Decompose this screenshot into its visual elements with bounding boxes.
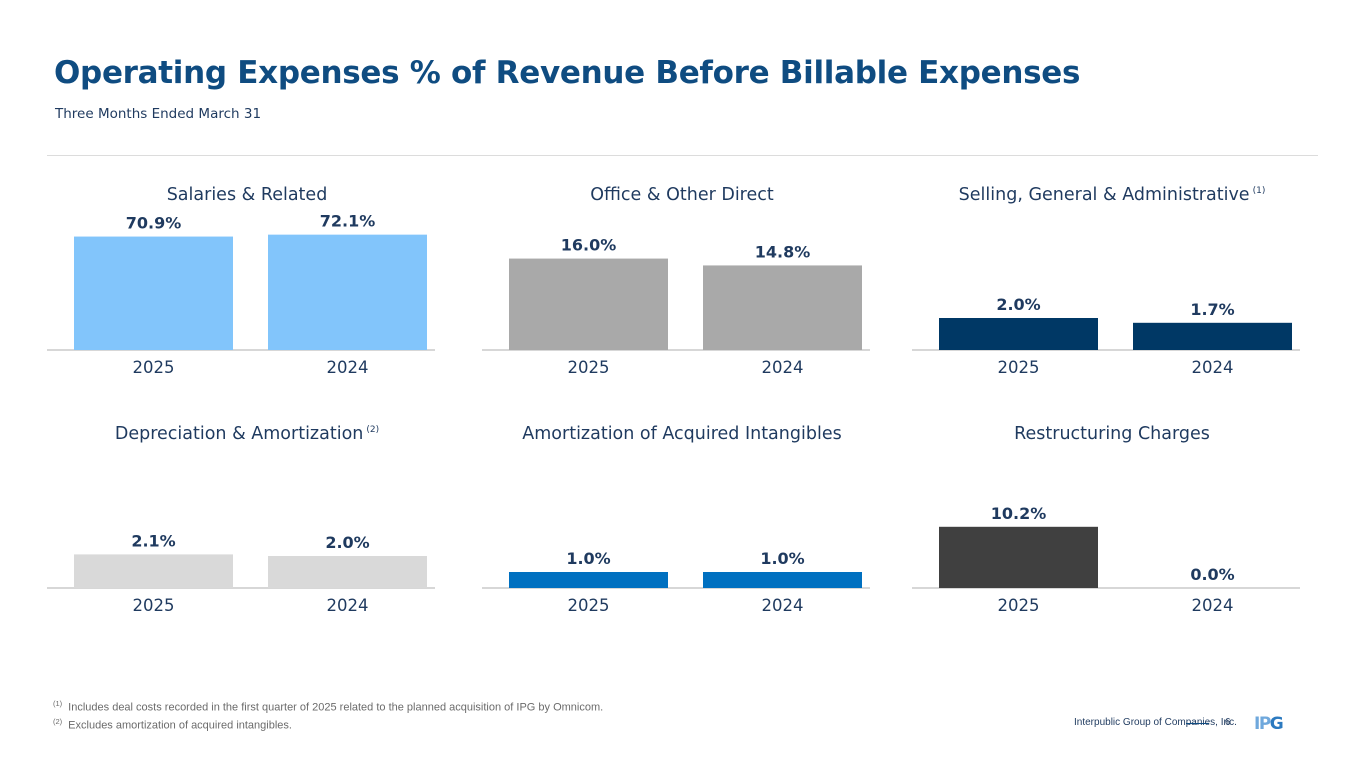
footnote-1: (1) Includes deal costs recorded in the f…	[53, 697, 603, 715]
chart-title-text: Selling, General & Administrative	[958, 185, 1250, 205]
data-label: 72.1%	[320, 212, 376, 231]
chart-amortization-acquired-intangibles: Amortization of Acquired Intangibles 1.0…	[482, 412, 882, 632]
data-label: 16.0%	[561, 236, 617, 255]
x-tick-label: 2025	[568, 358, 610, 377]
bar-chart-svg: 70.9% 2025 72.1% 2024	[47, 212, 435, 377]
chart-title: Amortization of Acquired Intangibles	[482, 424, 882, 444]
footer-separator	[1186, 723, 1209, 724]
bar-chart-svg: 10.2% 2025 0.0% 2024	[912, 504, 1300, 615]
chart-title-text: Salaries & Related	[166, 185, 328, 205]
footnote-ref: (1)	[1252, 186, 1266, 197]
chart-restructuring-charges: Restructuring Charges 10.2% 2025 0.0% 2024	[912, 412, 1312, 632]
data-label: 14.8%	[755, 242, 811, 261]
page-subtitle: Three Months Ended March 31	[55, 106, 262, 122]
ipg-logo: IPG	[1254, 714, 1284, 734]
bar-2025	[939, 526, 1098, 588]
chart-title: Office & Other Direct	[482, 185, 882, 205]
x-tick-label: 2025	[998, 358, 1040, 377]
footnotes: (1) Includes deal costs recorded in the f…	[53, 697, 603, 732]
x-tick-label: 2024	[327, 596, 369, 615]
chart-selling-general-administrative: Selling, General & Administrative (1) 2.0…	[912, 172, 1312, 392]
bar-2024	[703, 572, 862, 588]
data-label: 2.0%	[996, 295, 1040, 314]
footnote-ref: (2)	[366, 425, 380, 436]
x-tick-label: 2025	[133, 596, 175, 615]
header-divider	[47, 155, 1318, 156]
bar-2024	[1133, 322, 1292, 350]
logo-text-b: G	[1269, 714, 1284, 734]
bar-2025	[74, 236, 233, 350]
data-label: 70.9%	[126, 214, 182, 233]
x-tick-label: 2024	[1192, 596, 1234, 615]
chart-title: Selling, General & Administrative (1)	[912, 185, 1312, 205]
bar-2025	[939, 318, 1098, 350]
bar-2025	[509, 572, 668, 588]
bar-2025	[74, 554, 233, 588]
footnote-mark: (2)	[53, 716, 63, 726]
data-label: 2.0%	[325, 533, 369, 552]
x-tick-label: 2024	[1192, 358, 1234, 377]
chart-title-text: Office & Other Direct	[590, 185, 774, 205]
chart-salaries-related: Salaries & Related 70.9% 2025 72.1% 2024	[47, 172, 447, 392]
data-label: 2.1%	[131, 531, 175, 550]
x-tick-label: 2025	[568, 596, 610, 615]
chart-title-text: Restructuring Charges	[1014, 424, 1210, 444]
chart-title: Depreciation & Amortization (2)	[47, 424, 447, 444]
footer-company-name: Interpublic Group of Companies, Inc.	[1074, 717, 1237, 728]
bar-2024	[703, 265, 862, 350]
data-label: 1.7%	[1190, 300, 1234, 319]
bar-chart-svg: 2.0% 2025 1.7% 2024	[912, 295, 1300, 377]
footnote-text: Excludes amortization of acquired intang…	[68, 719, 292, 732]
x-tick-label: 2025	[133, 358, 175, 377]
page-title: Operating Expenses % of Revenue Before B…	[54, 55, 1081, 91]
chart-title-text: Depreciation & Amortization	[114, 424, 364, 444]
bar-2024	[268, 234, 427, 350]
footnote-text: Includes deal costs recorded in the firs…	[68, 701, 604, 714]
x-tick-label: 2024	[327, 358, 369, 377]
bar-chart-svg: 1.0% 2025 1.0% 2024	[482, 549, 870, 615]
data-label: 0.0%	[1190, 565, 1234, 584]
chart-depreciation-amortization: Depreciation & Amortization (2) 2.1% 2025 2…	[47, 412, 447, 632]
logo-text-a: IP	[1254, 714, 1271, 734]
page-number: 6	[1225, 717, 1231, 728]
bar-chart-svg: 16.0% 2025 14.8% 2024	[482, 236, 870, 377]
data-label: 1.0%	[566, 549, 610, 568]
footnote-mark: (1)	[53, 699, 63, 708]
data-label: 1.0%	[760, 549, 804, 568]
chart-office-other-direct: Office & Other Direct 16.0% 2025 14.8% 2024	[482, 172, 882, 392]
x-tick-label: 2024	[762, 596, 804, 615]
bar-chart-svg: 2.1% 2025 2.0% 2024	[47, 531, 435, 615]
x-tick-label: 2024	[762, 358, 804, 377]
chart-title-text: Amortization of Acquired Intangibles	[522, 424, 842, 444]
chart-title: Salaries & Related	[47, 185, 447, 205]
x-tick-label: 2025	[998, 596, 1040, 615]
bar-2024	[268, 556, 427, 588]
data-label: 10.2%	[991, 504, 1047, 523]
bar-2025	[509, 258, 668, 350]
footnote-2: (2) Excludes amortization of acquired int…	[53, 715, 603, 733]
chart-title: Restructuring Charges	[912, 424, 1312, 444]
